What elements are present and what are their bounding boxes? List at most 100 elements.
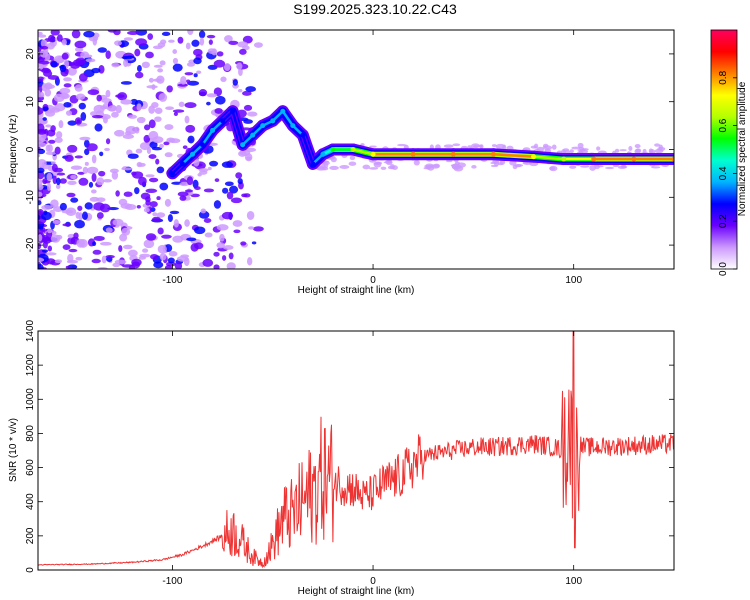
spectrogram-blob: [49, 107, 61, 113]
spectrogram-blob: [55, 184, 61, 190]
spectrogram-y-tick-label: 20: [25, 48, 36, 60]
spectrogram-blob: [244, 147, 257, 153]
ridge-point: [350, 147, 356, 152]
spectrogram-blob: [253, 42, 263, 48]
spectrogram-y-tick-label: 10: [25, 96, 36, 108]
spectrogram-blob: [179, 181, 190, 187]
spectrogram-blob: [208, 39, 213, 45]
spectrogram-blob: [139, 142, 151, 151]
spectrogram-blob: [571, 146, 581, 150]
spectrogram-blob: [38, 123, 45, 133]
spectrogram-blob: [138, 162, 146, 167]
spectrogram-blob: [51, 163, 58, 172]
spectrogram-blob: [47, 144, 53, 153]
spectrogram-blob: [222, 245, 234, 250]
spectrogram-blob: [47, 34, 56, 43]
spectrogram-blob: [66, 192, 76, 198]
spectrogram-blob: [203, 188, 215, 193]
spectrogram-blob: [219, 233, 225, 242]
spectrogram-blob: [216, 224, 229, 231]
colorbar-tick-label: 0.2: [718, 214, 729, 228]
colorbar-gradient: [710, 29, 738, 270]
spectrogram-blob: [120, 203, 132, 209]
spectrogram-blob: [67, 66, 77, 76]
spectrogram-blob: [597, 165, 604, 168]
spectrogram-y-tick-label: 0: [25, 146, 36, 152]
spectrogram-blob: [74, 155, 83, 159]
spectrogram-blob: [193, 73, 198, 78]
spectrogram-blob: [112, 218, 124, 227]
spectrogram-blob: [70, 62, 81, 69]
spectrogram-blob: [86, 166, 99, 175]
spectrogram-blob: [471, 143, 481, 149]
spectrogram-blob: [47, 245, 53, 252]
spectrogram-blob: [163, 141, 170, 146]
spectrogram-blob: [50, 199, 59, 209]
spectrogram-blob: [180, 75, 187, 85]
spectrogram-blob: [48, 139, 56, 144]
spectrogram-blob: [445, 159, 453, 163]
spectrogram-blob: [154, 107, 163, 114]
spectrogram-blob: [141, 61, 150, 69]
ridge-point: [200, 142, 206, 148]
spectrogram-blob: [177, 191, 189, 197]
spectrogram-blob: [46, 172, 53, 182]
ridge-point: [189, 151, 195, 157]
spectrogram-blob: [120, 81, 132, 85]
spectrogram-blob: [61, 52, 69, 60]
spectrogram-blob: [154, 116, 162, 122]
spectrogram-blob: [186, 62, 195, 67]
spectrogram-blob: [157, 244, 167, 254]
spectrogram-blob: [246, 257, 253, 266]
spectrogram-blob: [186, 79, 191, 84]
spectrogram-blob: [168, 39, 175, 43]
spectrogram-blob: [137, 176, 147, 186]
snr-frame: [37, 330, 675, 571]
spectrogram-blob: [228, 40, 239, 45]
ridge-core: [351, 148, 375, 156]
spectrogram-blob: [634, 144, 641, 149]
spectrogram-blob: [145, 188, 158, 193]
spectrogram-blob: [158, 93, 168, 102]
spectrogram-blob: [156, 196, 161, 201]
spectrogram-blob: [40, 39, 48, 48]
colorbar-label: Normalized spectral amplitude: [737, 81, 748, 216]
spectrogram-blob: [467, 145, 472, 148]
spectrogram-blob: [213, 59, 226, 68]
spectrogram-blob: [59, 178, 67, 184]
spectrogram-blob: [157, 68, 164, 73]
spectrogram-blob: [38, 106, 44, 115]
spectrogram-blob: [143, 134, 151, 143]
ridge-point: [270, 118, 276, 124]
spectrogram-blob: [88, 181, 94, 188]
spectrogram-blob: [224, 35, 233, 43]
spectrogram-blob: [577, 142, 584, 149]
spectrogram-blob: [184, 102, 197, 109]
spectrogram-blob: [39, 49, 49, 58]
spectrogram-blob: [144, 124, 151, 131]
snr-series-line: [38, 331, 674, 569]
spectrogram-blob: [70, 165, 83, 170]
spectrogram-blob: [44, 82, 53, 90]
spectrogram-blob: [38, 58, 45, 63]
spectrogram-blob: [70, 174, 77, 180]
spectrogram-blob: [179, 195, 187, 201]
spectrogram-blob: [151, 146, 163, 151]
spectrogram-blob: [232, 79, 239, 86]
spectrogram-blob: [78, 177, 89, 186]
spectrogram-blob: [59, 87, 71, 94]
spectrogram-blob: [223, 62, 231, 72]
spectrogram-blob: [542, 145, 553, 150]
spectrogram-blob: [216, 51, 224, 57]
spectrogram-blob: [348, 161, 357, 166]
spectrogram-blob: [96, 197, 106, 203]
spectrogram-blob: [209, 160, 219, 167]
spectrogram-blob: [67, 120, 77, 126]
spectrogram-blob: [368, 167, 379, 170]
spectrogram-blob: [121, 227, 131, 236]
spectrogram-blob: [159, 182, 169, 191]
spectrogram-blob: [648, 148, 654, 154]
spectrogram-blob: [101, 255, 107, 264]
spectrogram-blob: [40, 211, 52, 221]
ridge-point: [310, 161, 316, 167]
